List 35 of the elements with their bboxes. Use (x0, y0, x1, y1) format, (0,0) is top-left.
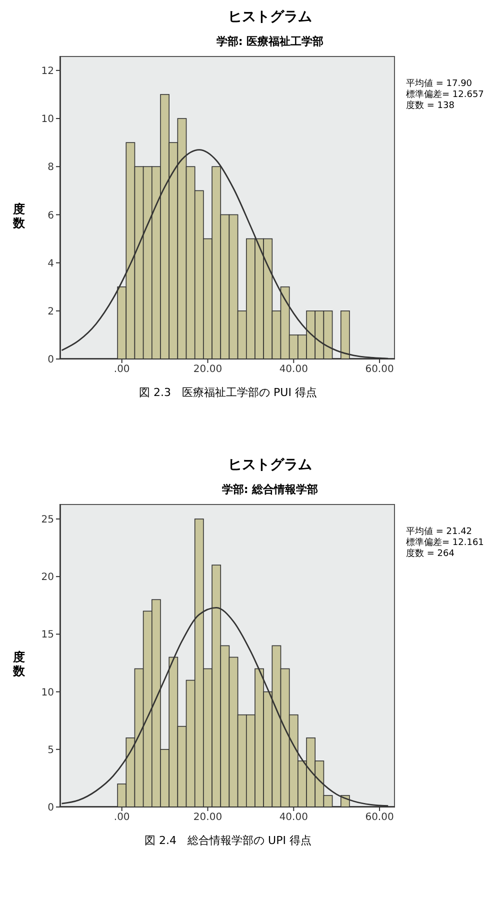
caption: 図 2.4 総合情報学部の UPI 得点 (144, 833, 312, 848)
chart-subtitle: 学部: 総合情報学部 (220, 482, 320, 497)
x-tick-label: 60.00 (365, 812, 394, 824)
y-tick-label: 20 (41, 572, 54, 584)
x-tick-label: .00 (114, 364, 130, 376)
x-tick-label: 20.00 (193, 364, 222, 376)
x-tick-label: 40.00 (279, 364, 308, 376)
y-tick-label: 10 (41, 114, 54, 126)
y-tick-label: 25 (41, 514, 54, 526)
y-axis-title: 度数 (13, 650, 25, 678)
y-tick-label: 0 (48, 354, 54, 366)
text: 標準偏差= 12.657 (406, 90, 484, 100)
y-tick-label: 6 (48, 210, 54, 222)
text: 度数 = 264 (406, 549, 456, 560)
text: 平均値 = 21.42 (406, 527, 474, 538)
x-tick-label: 60.00 (365, 364, 394, 376)
x-tick-label: 20.00 (193, 812, 222, 824)
chart-subtitle: 学部: 医療福祉工学部 (215, 34, 325, 49)
text: 標準偏差= 12.161 (406, 538, 484, 548)
text: 平均値 = 17.90 (406, 79, 474, 90)
y-tick-label: 5 (48, 744, 54, 756)
y-tick-label: 15 (41, 630, 54, 641)
chart-title: ヒストグラム (227, 456, 313, 474)
x-tick-label: 40.00 (279, 812, 308, 824)
y-tick-label: 2 (48, 306, 54, 318)
caption: 図 2.3 医療福祉工学部の PUI 得点 (138, 385, 318, 400)
y-tick-label: 10 (41, 687, 54, 698)
chart-title: ヒストグラム (227, 8, 313, 26)
y-axis-title: 度数 (13, 202, 25, 230)
y-tick-label: 8 (48, 162, 54, 174)
y-tick-label: 4 (48, 258, 54, 270)
text: 度数 = 138 (406, 101, 456, 112)
y-tick-label: 12 (41, 66, 54, 77)
y-tick-label: 0 (48, 802, 54, 814)
x-tick-label: .00 (114, 812, 130, 824)
